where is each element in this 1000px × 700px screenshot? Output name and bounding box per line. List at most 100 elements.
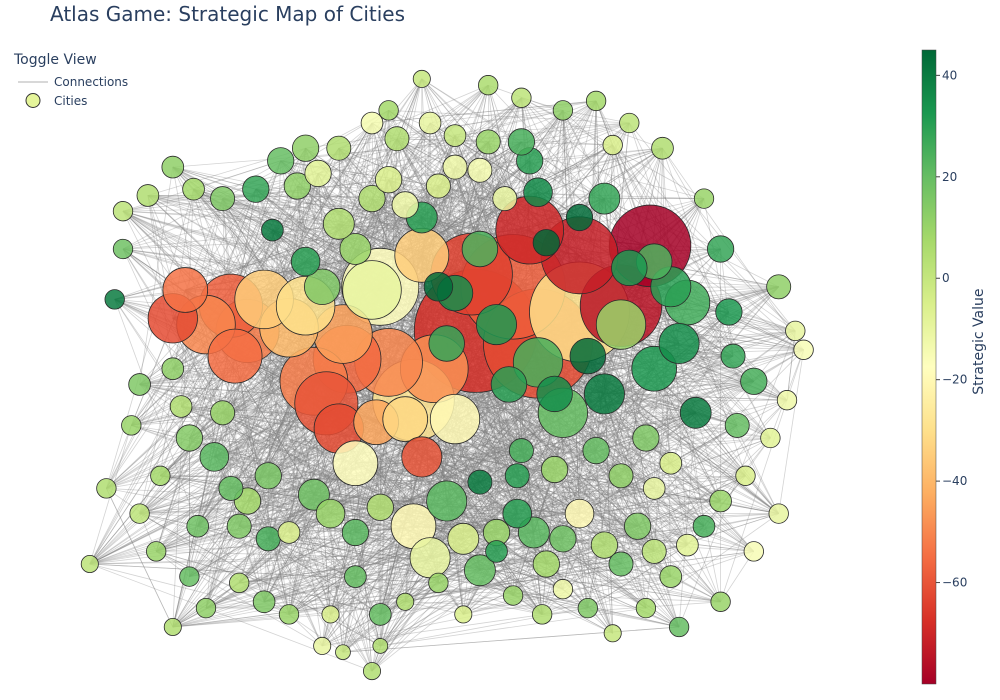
city-marker[interactable] [146,541,167,562]
city-marker[interactable] [454,605,473,624]
city-marker[interactable] [502,585,524,606]
city-marker[interactable] [641,538,667,564]
city-marker[interactable] [635,597,657,619]
city-marker[interactable] [326,135,352,161]
city-marker[interactable] [229,572,250,594]
city-marker[interactable] [372,638,389,654]
city-marker[interactable] [426,480,468,522]
city-marker[interactable] [540,455,569,484]
city-marker[interactable] [743,541,764,562]
city-marker[interactable] [549,525,577,553]
city-marker[interactable] [428,572,449,594]
city-marker[interactable] [511,87,532,108]
legend-item-cities[interactable]: Cities [14,91,128,110]
city-marker[interactable] [768,503,789,524]
city-marker[interactable] [418,111,442,135]
city-marker[interactable] [374,166,403,194]
city-marker[interactable] [366,493,394,521]
city-marker[interactable] [199,442,230,472]
city-marker[interactable] [552,579,574,600]
city-marker[interactable] [179,566,200,587]
city-marker[interactable] [478,75,499,96]
city-marker[interactable] [706,235,735,263]
city-marker[interactable] [693,188,715,209]
city-marker[interactable] [255,526,281,552]
city-marker[interactable] [335,644,351,661]
city-marker[interactable] [651,136,674,160]
city-marker[interactable] [362,662,381,681]
city-marker[interactable] [344,565,367,588]
city-marker[interactable] [588,182,621,215]
city-marker[interactable] [129,503,150,524]
city-marker[interactable] [504,463,530,489]
city-marker[interactable] [341,518,369,547]
city-marker[interactable] [659,451,683,475]
city-marker[interactable] [536,375,573,413]
city-marker[interactable] [342,260,402,320]
city-marker[interactable] [278,604,300,625]
city-marker[interactable] [104,289,125,310]
city-marker[interactable] [175,424,203,452]
city-marker[interactable] [409,537,451,579]
city-marker[interactable] [161,155,185,179]
city-marker[interactable] [463,554,496,587]
city-marker[interactable] [485,540,508,563]
city-marker[interactable] [608,551,634,577]
city-marker[interactable] [619,112,640,134]
city-marker[interactable] [396,592,415,611]
city-marker[interactable] [659,565,683,588]
city-marker[interactable] [569,337,606,375]
city-marker[interactable] [267,147,295,175]
city-marker[interactable] [785,320,806,342]
city-marker[interactable] [163,618,182,637]
city-marker[interactable] [502,498,532,529]
city-marker[interactable] [378,100,399,121]
city-marker[interactable] [642,477,666,500]
city-marker[interactable] [291,134,320,162]
city-marker[interactable] [218,475,244,501]
city-marker[interactable] [210,400,236,426]
city-marker[interactable] [210,186,236,212]
city-marker[interactable] [277,521,301,544]
city-marker[interactable] [384,126,410,152]
city-marker[interactable] [442,154,468,180]
city-marker[interactable] [252,590,276,614]
city-marker[interactable] [793,339,814,360]
city-marker[interactable] [339,233,372,265]
city-marker[interactable] [226,513,252,539]
city-marker[interactable] [401,436,443,478]
city-marker[interactable] [290,246,321,277]
legend-item-connections[interactable]: Connections [14,72,128,91]
city-marker[interactable] [304,159,332,187]
city-marker[interactable] [391,191,419,219]
city-marker[interactable] [429,393,481,445]
city-marker[interactable] [679,396,712,429]
city-marker[interactable] [724,412,750,438]
city-marker[interactable] [368,603,392,626]
city-marker[interactable] [710,591,731,612]
city-marker[interactable] [585,90,607,112]
city-marker[interactable] [492,186,518,212]
city-marker[interactable] [475,304,517,346]
city-marker[interactable] [150,465,171,486]
city-marker[interactable] [169,395,193,418]
city-marker[interactable] [186,514,210,538]
city-marker[interactable] [195,597,217,619]
city-marker[interactable] [658,322,700,364]
city-marker[interactable] [121,415,142,436]
city-marker[interactable] [315,498,346,529]
city-marker[interactable] [565,203,594,232]
city-marker[interactable] [461,230,499,268]
city-marker[interactable] [80,555,99,574]
city-marker[interactable] [358,185,386,213]
city-marker[interactable] [254,462,282,490]
city-marker[interactable] [332,440,379,487]
city-marker[interactable] [632,424,660,452]
city-marker[interactable] [552,100,574,121]
city-marker[interactable] [507,128,536,156]
city-marker[interactable] [490,366,528,403]
city-marker[interactable] [623,512,652,540]
city-marker[interactable] [602,134,623,156]
city-marker[interactable] [112,201,134,222]
